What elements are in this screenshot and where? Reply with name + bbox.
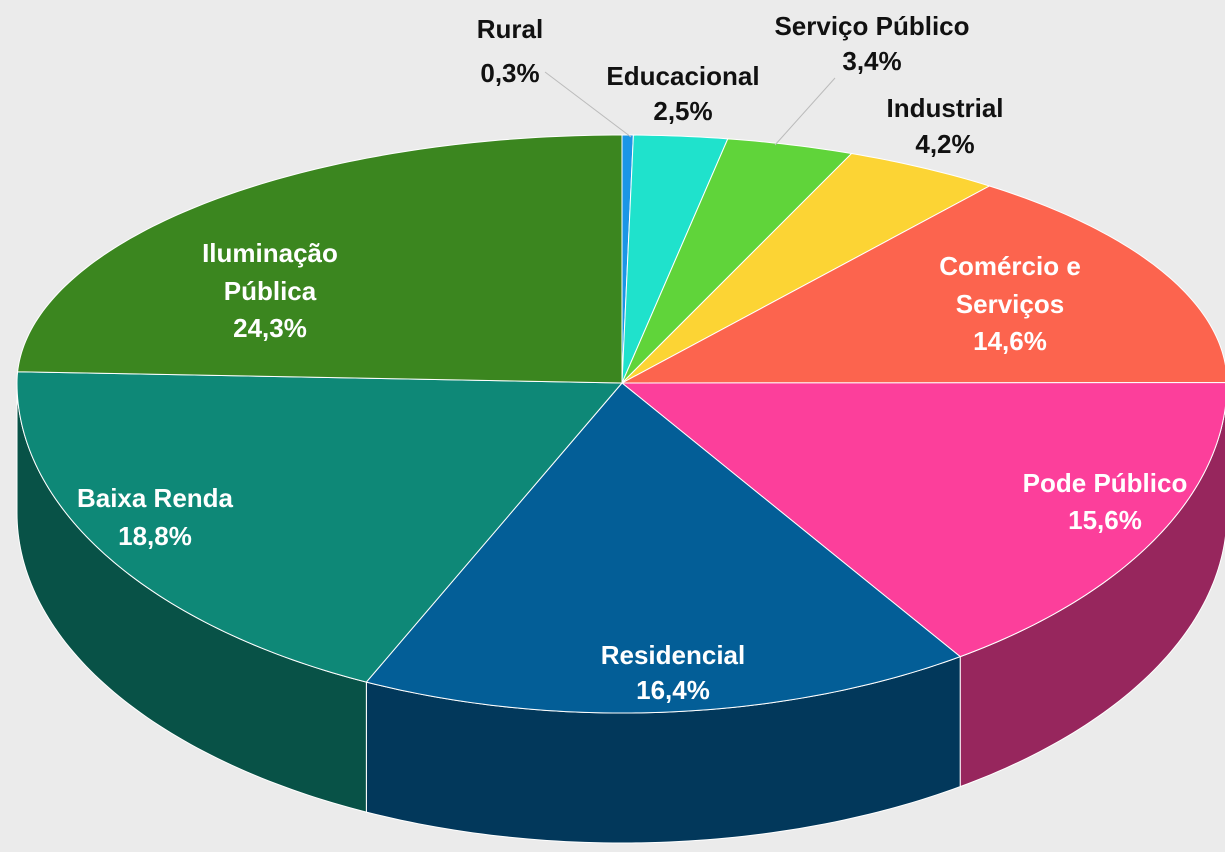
slice-label: Baixa Renda [77, 483, 234, 513]
slice [621, 153, 991, 384]
slice [620, 382, 1225, 658]
slice [365, 382, 962, 714]
slice-label: Serviço Público [774, 11, 969, 41]
slice-label: Pode Público [1023, 468, 1188, 498]
slice [17, 134, 623, 384]
slice-label: Rural [477, 14, 543, 44]
leader-line [544, 71, 632, 138]
slice-label: Residencial [601, 640, 746, 670]
value-label: 4,2% [915, 129, 974, 159]
value-label: 3,4% [842, 46, 901, 76]
value-label: 16,4% [636, 675, 710, 705]
value-label: 0,3% [480, 58, 539, 88]
leader-line [774, 77, 836, 146]
value-label: 15,6% [1068, 505, 1142, 535]
slice-label: Industrial [886, 93, 1003, 123]
value-label: 18,8% [118, 521, 192, 551]
slice [621, 138, 853, 384]
slice-label: Iluminação Pública [202, 238, 338, 306]
value-label: 14,6% [973, 326, 1047, 356]
slice [621, 185, 1225, 384]
value-label: 2,5% [653, 96, 712, 126]
slice-label: Educacional [606, 61, 759, 91]
slice [16, 371, 624, 683]
slice-label: Comércio e Serviços [939, 251, 1081, 319]
value-label: 24,3% [233, 313, 307, 343]
